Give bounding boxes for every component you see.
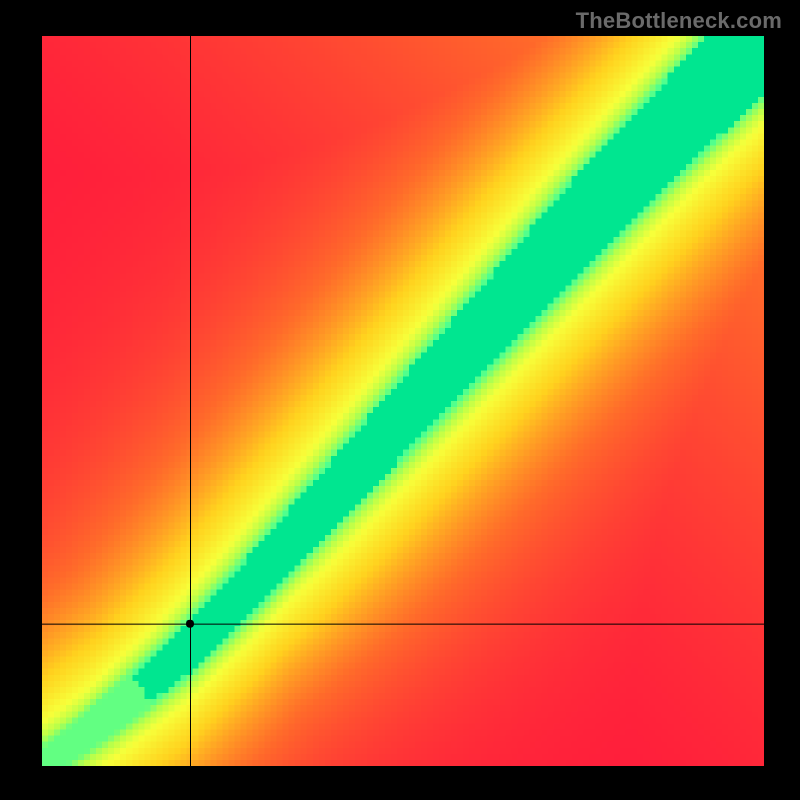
- chart-container: TheBottleneck.com: [0, 0, 800, 800]
- crosshair-overlay: [42, 36, 764, 766]
- watermark-text: TheBottleneck.com: [576, 8, 782, 34]
- heatmap-plot-area: [42, 36, 764, 766]
